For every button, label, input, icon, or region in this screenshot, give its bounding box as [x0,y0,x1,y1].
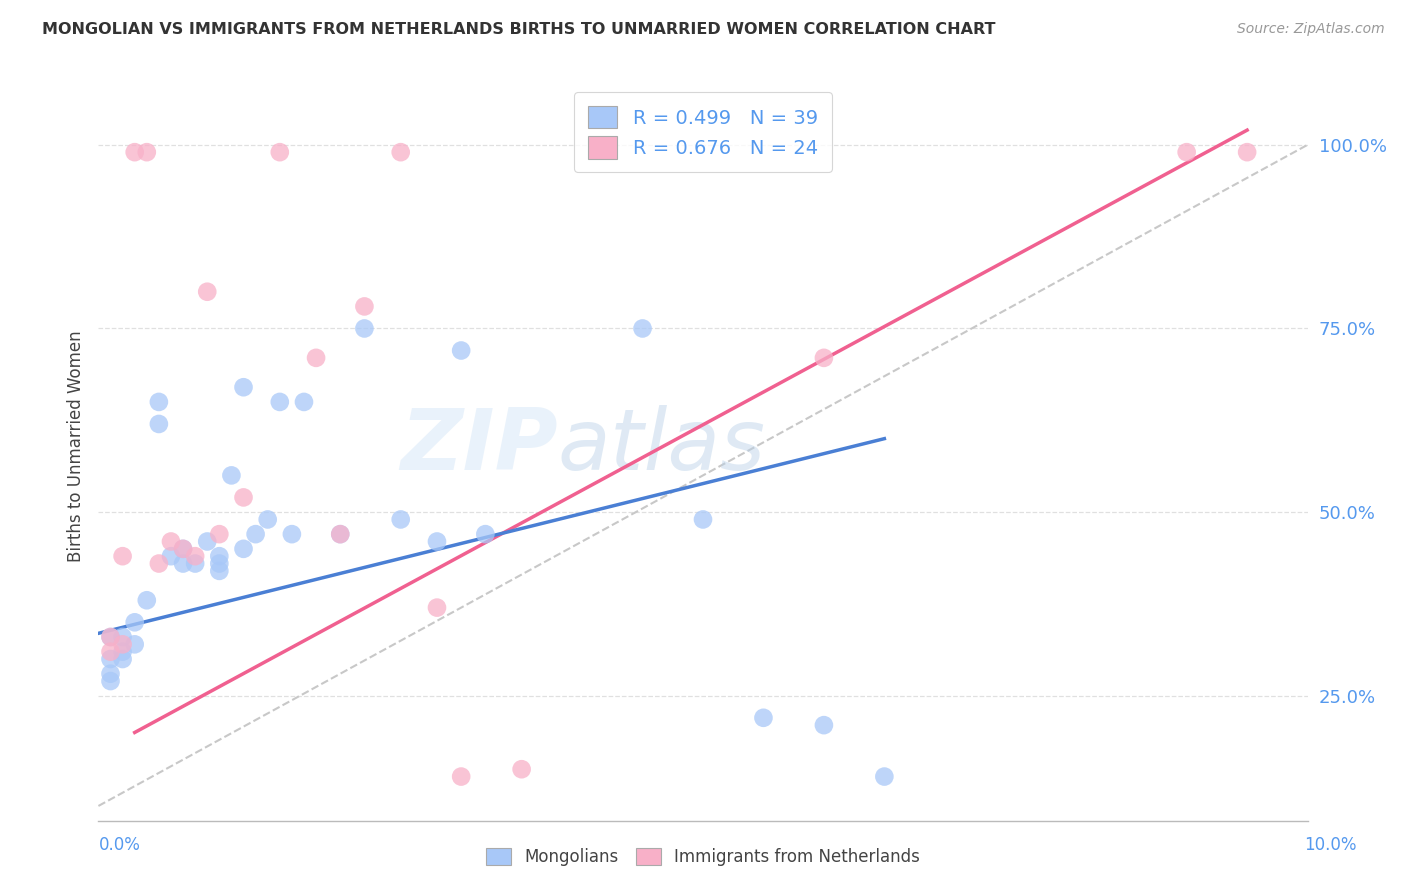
Point [160,534,183,549]
Point [426,534,449,549]
Point [124,637,146,651]
Point [426,600,449,615]
Point [124,145,146,160]
Point [1175,145,1198,160]
Point [692,512,714,526]
Point [100,674,122,689]
Point [813,351,835,365]
Point [269,395,291,409]
Point [1236,145,1258,160]
Y-axis label: Births to Unmarried Women: Births to Unmarried Women [66,330,84,562]
Point [305,351,328,365]
Point [208,527,231,541]
Text: atlas: atlas [558,404,766,488]
Point [100,645,122,659]
Point [148,417,170,431]
Text: ZIP: ZIP [401,404,558,488]
Point [269,145,291,160]
Point [135,593,157,607]
Point [208,557,231,571]
Point [100,630,122,644]
Point [450,770,472,784]
Point [389,145,412,160]
Point [148,395,170,409]
Point [221,468,243,483]
Point [111,652,134,666]
Point [281,527,304,541]
Point [160,549,183,564]
Point [184,557,207,571]
Point [353,300,375,314]
Point [148,557,170,571]
Point [292,395,315,409]
Point [100,652,122,666]
Point [389,512,412,526]
Point [474,527,496,541]
Point [195,285,218,299]
Point [195,534,218,549]
Point [111,630,134,644]
Point [353,321,375,335]
Text: 10.0%: 10.0% [1305,836,1357,854]
Point [631,321,654,335]
Point [111,645,134,659]
Point [450,343,472,358]
Text: MONGOLIAN VS IMMIGRANTS FROM NETHERLANDS BIRTHS TO UNMARRIED WOMEN CORRELATION C: MONGOLIAN VS IMMIGRANTS FROM NETHERLANDS… [42,22,995,37]
Text: 0.0%: 0.0% [98,836,141,854]
Point [256,512,278,526]
Legend: Mongolians, Immigrants from Netherlands: Mongolians, Immigrants from Netherlands [478,840,928,875]
Point [111,637,134,651]
Point [232,380,254,394]
Point [100,630,122,644]
Point [245,527,267,541]
Point [208,564,231,578]
Legend: R = 0.499   N = 39, R = 0.676   N = 24: R = 0.499 N = 39, R = 0.676 N = 24 [575,92,831,172]
Point [172,541,194,556]
Point [124,615,146,630]
Point [232,541,254,556]
Point [100,666,122,681]
Point [135,145,157,160]
Point [184,549,207,564]
Point [232,491,254,505]
Text: Source: ZipAtlas.com: Source: ZipAtlas.com [1237,22,1385,37]
Point [111,549,134,564]
Point [172,541,194,556]
Point [329,527,352,541]
Point [208,549,231,564]
Point [813,718,835,732]
Point [329,527,352,541]
Point [172,557,194,571]
Point [873,770,896,784]
Point [510,762,533,776]
Point [752,711,775,725]
